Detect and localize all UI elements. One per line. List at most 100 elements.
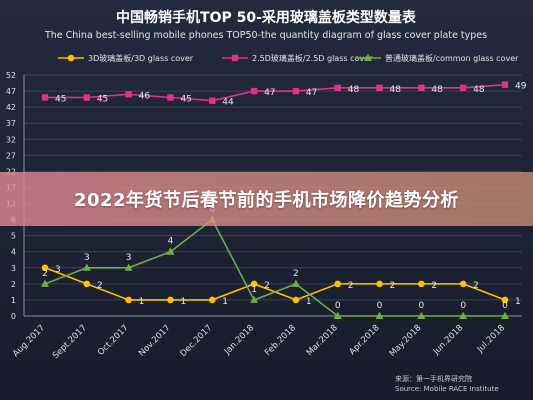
data-point xyxy=(501,296,509,304)
series-lines xyxy=(44,83,506,317)
data-label: 45 xyxy=(55,94,66,104)
x-tick-label: Feb.2018 xyxy=(263,323,298,358)
data-label: 48 xyxy=(431,85,443,95)
data-point xyxy=(250,87,258,95)
overlay-banner xyxy=(0,172,533,226)
data-point xyxy=(292,296,300,304)
data-point xyxy=(41,94,49,101)
legend-swatch-marker xyxy=(231,54,239,62)
y-tick-label: 47 xyxy=(6,87,16,96)
y-tick-label: 5 xyxy=(11,232,16,241)
x-tick-label: Jun.2018 xyxy=(431,323,465,357)
data-label: 2 xyxy=(97,281,103,291)
watermark-line-2: Source: Mobile RACE Institute xyxy=(395,385,499,393)
data-label: 2 xyxy=(293,269,299,279)
data-label: 2 xyxy=(390,281,396,291)
data-label: 2 xyxy=(348,281,354,291)
data-label: 1 xyxy=(180,297,186,307)
legend-swatch-marker xyxy=(364,53,372,61)
legend-label: 2.5D玻璃盖板/2.5D glass cover xyxy=(252,53,373,63)
y-tick-label: 22 xyxy=(6,167,16,176)
data-label: 1 xyxy=(222,297,228,307)
data-label: 3 xyxy=(126,253,132,263)
data-point xyxy=(209,97,216,104)
data-point xyxy=(376,84,383,92)
data-label: 0 xyxy=(377,301,383,311)
data-point xyxy=(167,94,174,101)
y-tick-label: 4 xyxy=(11,248,16,257)
chart-subtitle: The China best-selling mobile phones TOP… xyxy=(44,30,487,41)
data-label: 47 xyxy=(264,88,275,98)
chart-legend: 3D玻璃盖板/3D glass cover 2.5D玻璃盖板/2.5D glass… xyxy=(58,53,519,63)
data-point xyxy=(459,84,467,92)
legend-label: 普通玻璃盖板/common glass cover xyxy=(385,53,519,63)
data-label: 4 xyxy=(168,237,174,247)
data-label: 1 xyxy=(515,297,521,307)
data-label: 1 xyxy=(139,297,145,307)
data-label: 45 xyxy=(97,94,108,104)
data-point xyxy=(41,264,49,272)
data-point xyxy=(418,84,425,92)
data-label: 1 xyxy=(251,285,257,295)
data-point xyxy=(167,296,174,304)
y-tick-label: 52 xyxy=(6,71,16,80)
legend-swatch-marker xyxy=(67,54,75,62)
y-tick-label: 3 xyxy=(11,264,16,273)
data-label: 48 xyxy=(473,85,485,95)
y-tick-label: 37 xyxy=(6,119,16,128)
data-label: 47 xyxy=(306,88,317,98)
data-label: 49 xyxy=(515,82,527,92)
y-tick-label: 1 xyxy=(11,296,16,305)
x-tick-label: Oct.2017 xyxy=(96,323,131,358)
data-label: 48 xyxy=(348,85,360,95)
watermark-line-1: 来源：第一手机界研究院 xyxy=(395,374,472,383)
x-tick-label: Dec.2017 xyxy=(178,323,214,359)
series-line xyxy=(45,83,506,102)
x-tick-label: May.2018 xyxy=(388,323,424,359)
data-point xyxy=(375,311,384,319)
data-label: 2 xyxy=(264,281,270,291)
data-label: 1 xyxy=(306,297,312,307)
data-point xyxy=(459,280,467,288)
data-point xyxy=(166,247,175,255)
data-label: 2 xyxy=(431,281,437,291)
data-point xyxy=(83,94,91,101)
x-axis: Aug.2017 Sept.2017 Oct.2017 Nov.2017 Dec.201… xyxy=(11,323,507,361)
legend-label: 3D玻璃盖板/3D glass cover xyxy=(88,53,194,63)
x-tick-label: Nov.2017 xyxy=(137,323,173,359)
data-label: 2 xyxy=(473,281,479,291)
data-label: 0 xyxy=(460,301,466,311)
series-markers xyxy=(41,81,509,319)
data-point xyxy=(250,280,258,288)
data-label: 45 xyxy=(180,94,191,104)
data-point xyxy=(125,91,132,98)
data-point xyxy=(41,279,49,287)
data-point xyxy=(82,263,91,271)
data-label: 0 xyxy=(418,301,424,311)
x-tick-label: Jan.2018 xyxy=(222,323,256,357)
x-tick-label: Sept.2017 xyxy=(51,323,89,361)
x-tick-label: Apr.2018 xyxy=(348,323,382,357)
chart-title: 中国畅销手机TOP 50-采用玻璃盖板类型数量表 xyxy=(116,9,417,26)
y-tick-label: 27 xyxy=(6,151,16,160)
data-label: 2 xyxy=(42,269,48,279)
data-label: 44 xyxy=(222,98,234,108)
data-point xyxy=(417,311,426,319)
data-label: 48 xyxy=(390,85,402,95)
data-point xyxy=(501,81,509,88)
data-point xyxy=(459,311,468,319)
data-point xyxy=(376,280,383,288)
series-line xyxy=(44,218,505,317)
x-tick-label: Jul.2018 xyxy=(475,323,507,355)
y-tick-label: 2 xyxy=(11,280,16,289)
x-tick-label: Aug.2017 xyxy=(11,323,47,359)
data-label: 3 xyxy=(55,265,61,275)
data-label: 46 xyxy=(139,91,151,101)
data-point xyxy=(250,295,259,303)
overlay-banner-text: 2022年货节后春节前的手机市场降价趋势分析 xyxy=(73,190,460,211)
data-point xyxy=(125,296,132,304)
data-point xyxy=(334,280,342,288)
